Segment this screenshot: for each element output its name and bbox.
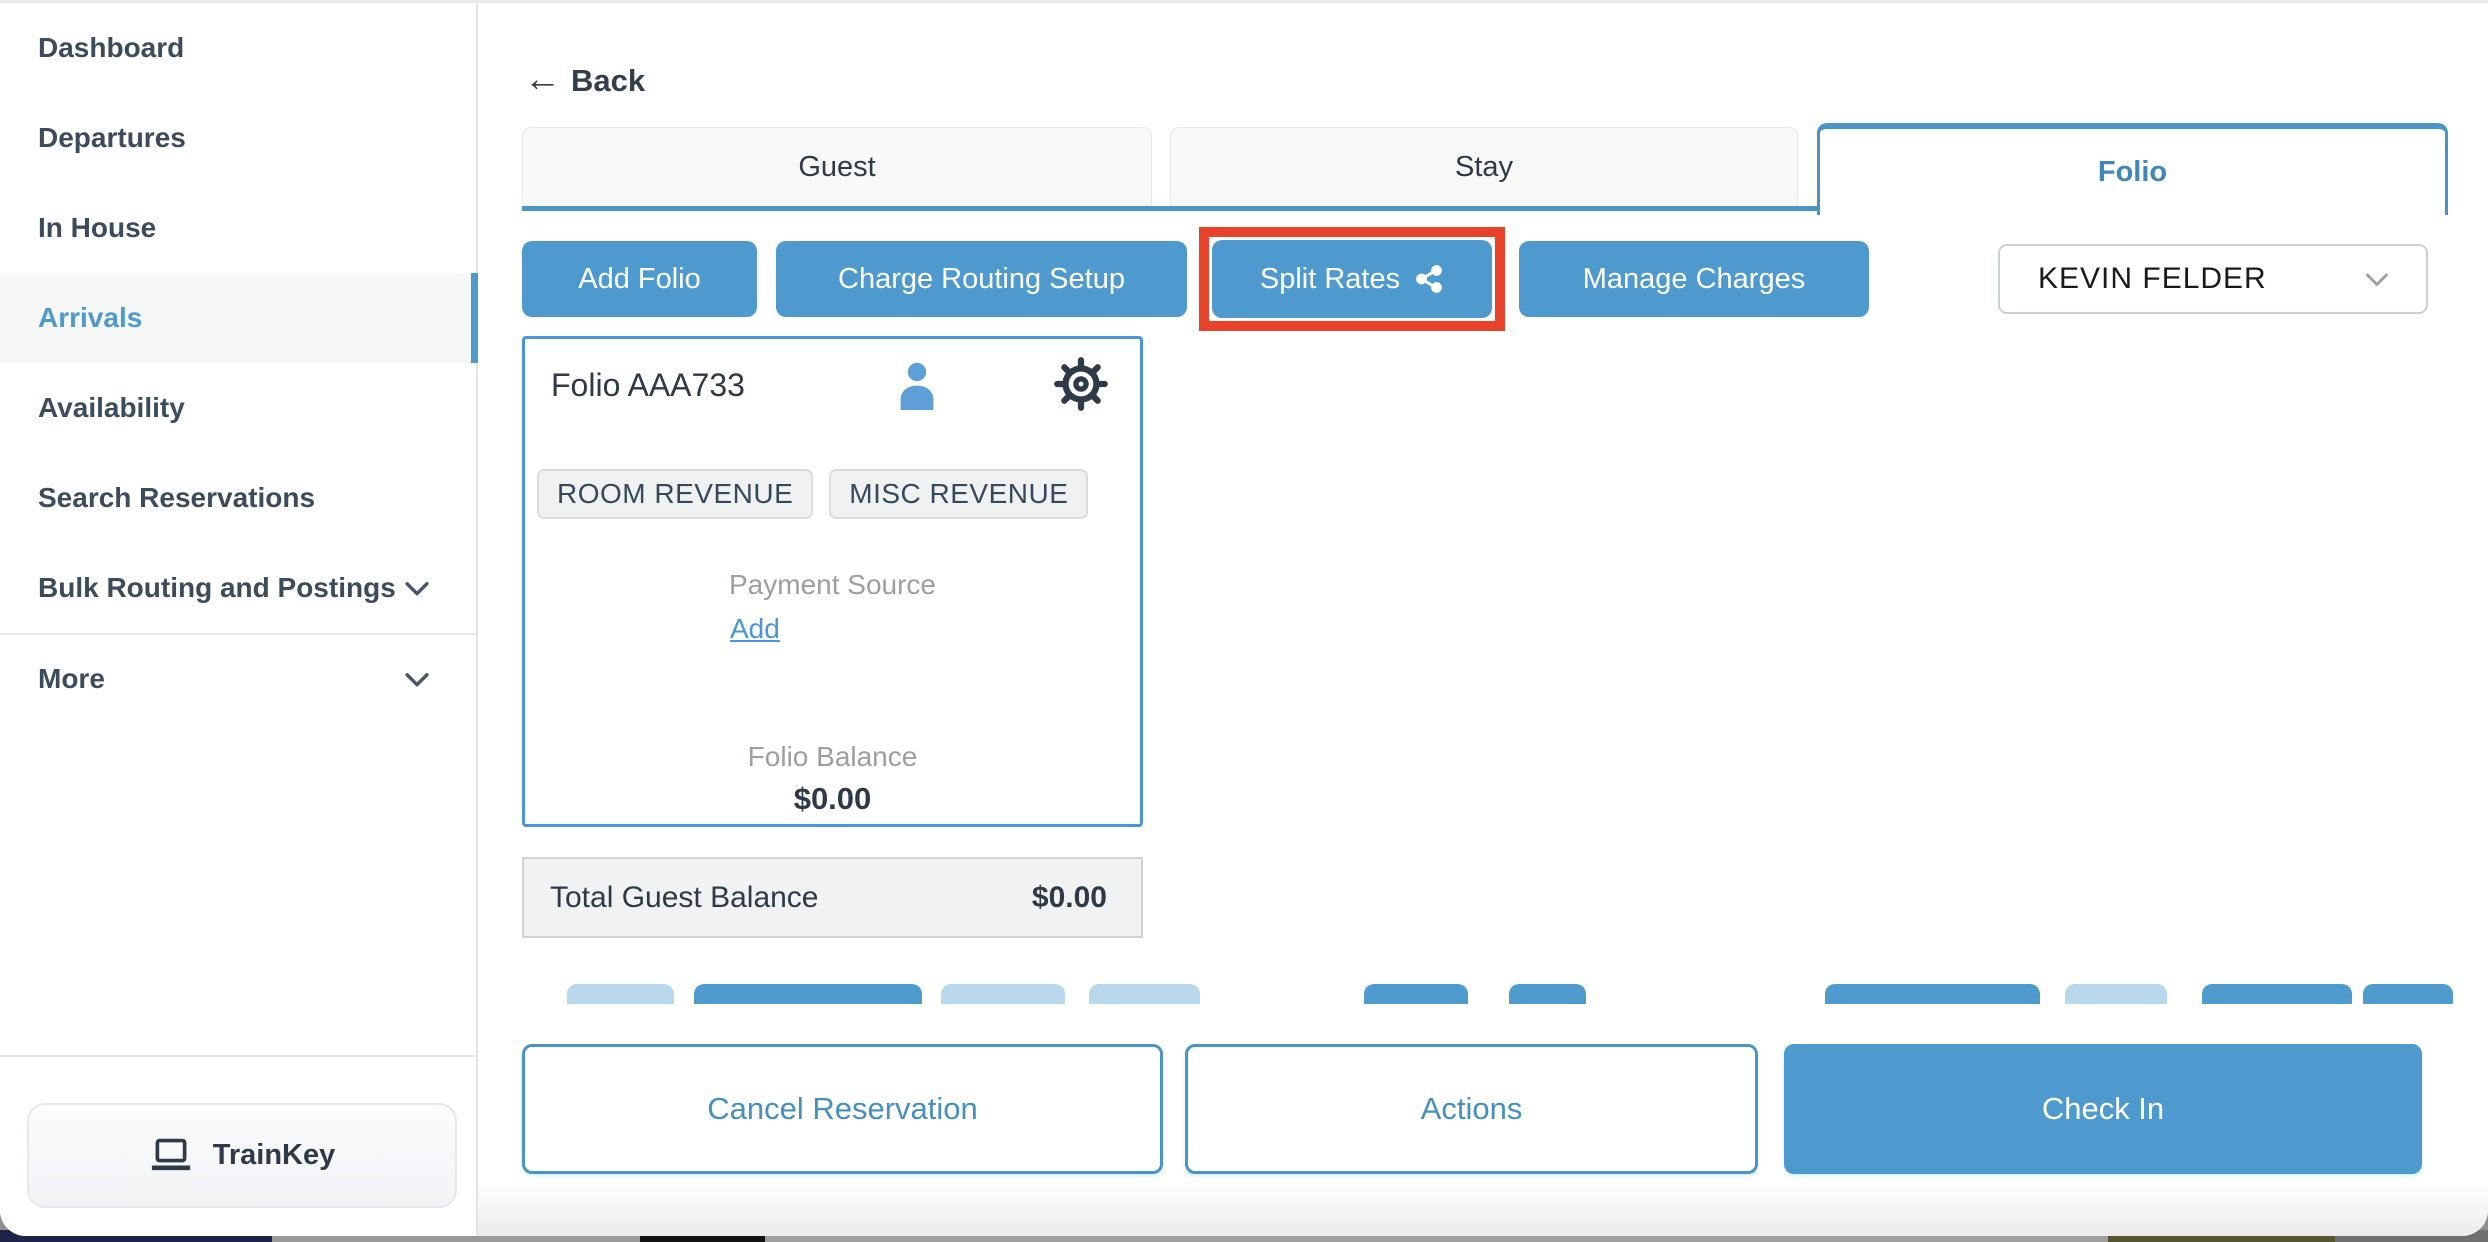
sidebar-item-dashboard[interactable]: Dashboard [0,3,476,93]
total-guest-balance-bar: Total Guest Balance $0.00 [522,857,1143,938]
sidebar: Dashboard Departures In House Arrivals A… [0,3,478,1236]
guest-selector-dropdown[interactable]: KEVIN FELDER [1998,244,2428,314]
tabs-underline [522,206,1818,211]
clipped-button[interactable] [1364,984,1468,1004]
back-label: Back [571,62,646,98]
clipped-button[interactable] [2363,984,2453,1004]
clipped-button[interactable] [694,984,922,1004]
sidebar-item-departures[interactable]: Departures [0,93,476,183]
charge-routing-setup-button[interactable]: Charge Routing Setup [776,241,1187,317]
split-rates-label: Split Rates [1259,262,1401,295]
tab-guest[interactable]: Guest [522,127,1152,206]
add-payment-source-link[interactable]: Add [730,613,780,644]
tab-label: Guest [798,150,876,183]
folio-card: Folio AAA733 [522,336,1143,827]
tab-folio[interactable]: Folio [1817,123,2448,215]
clipped-button[interactable] [1825,984,2040,1004]
folio-balance-value: $0.00 [793,781,872,816]
sidebar-item-label: In House [38,212,157,243]
sidebar-item-label: Availability [38,392,185,423]
sidebar-nav: Dashboard Departures In House Arrivals A… [0,3,478,723]
clipped-button[interactable] [567,984,674,1004]
check-in-label: Check In [2041,1091,2165,1126]
tab-stay[interactable]: Stay [1170,127,1798,206]
trainkey-button[interactable]: TrainKey [27,1103,457,1208]
sidebar-item-search-reservations[interactable]: Search Reservations [0,453,476,543]
check-in-button[interactable]: Check In [1784,1044,2422,1174]
total-guest-balance-value: $0.00 [1031,880,1107,914]
tag-room-revenue: ROOM REVENUE [537,469,814,519]
top-divider [0,0,2488,3]
chevron-down-icon [405,673,429,687]
clipped-button[interactable] [941,984,1065,1004]
charge-routing-label: Charge Routing Setup [838,262,1125,295]
clipped-button[interactable] [2202,984,2352,1004]
chevron-down-icon [2366,273,2388,286]
tag-misc-revenue: MISC REVENUE [829,469,1089,519]
sidebar-item-label: Bulk Routing and Postings [38,572,396,603]
sidebar-item-label: Search Reservations [38,482,316,513]
sidebar-item-in-house[interactable]: In House [0,183,476,273]
guest-selector-value: KEVIN FELDER [2038,262,2267,295]
gear-icon[interactable] [1052,355,1110,413]
sidebar-item-bulk-routing-and-postings[interactable]: Bulk Routing and Postings [0,543,476,633]
split-rates-annotation-box: Split Rates [1199,227,1505,331]
back-arrow-icon: ← [524,58,561,99]
actions-button[interactable]: Actions [1185,1044,1758,1174]
payment-source-label: Payment Source [729,569,936,600]
chevron-down-icon [405,582,429,596]
manage-charges-label: Manage Charges [1582,262,1806,295]
total-guest-balance-label: Total Guest Balance [550,880,819,914]
back-button[interactable]: ← Back [524,58,646,99]
clipped-button[interactable] [2065,984,2167,1004]
revenue-tags: ROOM REVENUE MISC REVENUE [537,469,1089,519]
sidebar-item-arrivals[interactable]: Arrivals [0,273,478,363]
folio-balance-label: Folio Balance [747,741,918,772]
clipped-button[interactable] [1089,984,1200,1004]
cancel-reservation-label: Cancel Reservation [707,1091,978,1126]
manage-charges-button[interactable]: Manage Charges [1519,241,1869,317]
add-folio-label: Add Folio [578,262,701,295]
sidebar-item-availability[interactable]: Availability [0,363,476,453]
sidebar-item-label: Departures [38,122,186,153]
laptop-icon [151,1138,190,1170]
split-rates-button[interactable]: Split Rates [1212,240,1492,318]
sidebar-item-label: Dashboard [38,32,185,63]
actions-label: Actions [1420,1091,1523,1126]
share-icon [1416,265,1442,293]
guest-person-icon [900,362,934,410]
sidebar-item-label: Arrivals [38,302,143,333]
sidebar-item-more[interactable]: More [0,633,476,723]
tab-label: Stay [1454,150,1514,183]
tab-label: Folio [2097,155,2168,188]
clipped-button[interactable] [1509,984,1586,1004]
cancel-reservation-button[interactable]: Cancel Reservation [522,1044,1163,1174]
folio-title: Folio AAA733 [551,367,745,403]
trainkey-label: TrainKey [212,1139,336,1171]
sidebar-footer-divider [0,1055,476,1057]
sidebar-item-label: More [38,663,105,694]
add-folio-button[interactable]: Add Folio [522,241,757,317]
